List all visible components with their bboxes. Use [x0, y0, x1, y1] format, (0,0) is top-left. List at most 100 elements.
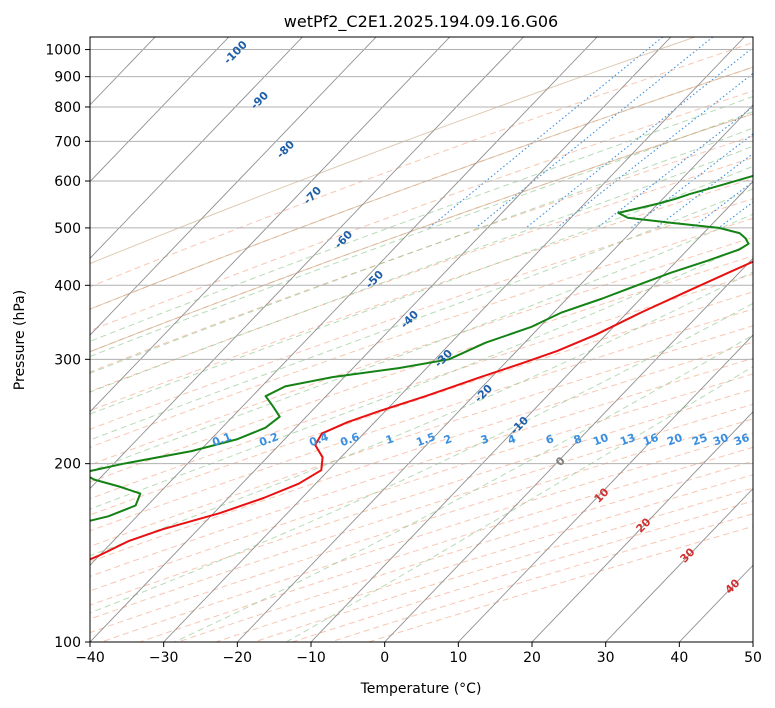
dry-adiabat — [90, 325, 753, 547]
mixing-ratio-label: 0.2 — [257, 430, 280, 449]
x-tick-label: −30 — [149, 650, 179, 666]
x-tick-label: 30 — [597, 650, 615, 666]
reference-curve — [90, 66, 753, 310]
dry-adiabat-label: -30 — [432, 347, 455, 370]
x-tick-label: −10 — [296, 650, 326, 666]
y-tick-label: 900 — [54, 70, 81, 86]
dry-adiabat-label: -40 — [398, 308, 421, 331]
mixing-ratio-label: 10 — [591, 431, 610, 449]
mixing-ratio-label: 4 — [506, 432, 518, 447]
mixing-ratio-label: 20 — [665, 431, 684, 449]
dry-adiabat — [90, 403, 753, 620]
dry-adiabat-label: -50 — [363, 268, 386, 291]
moist-adiabat — [90, 111, 753, 358]
profiles — [90, 174, 753, 561]
isotherm — [90, 37, 230, 183]
isotherm — [90, 37, 672, 642]
moist-adiabat — [90, 95, 753, 342]
dry-adiabat — [90, 198, 753, 430]
mixing-ratio-label: 3 — [479, 432, 491, 447]
mixing-ratio-label: 0.6 — [338, 430, 361, 449]
reference-curve — [90, 113, 753, 353]
mixing-ratio-label: 16 — [641, 431, 660, 449]
isotherm — [752, 641, 753, 642]
mixing-ratio-label: 36 — [732, 431, 751, 449]
x-tick-label: 40 — [670, 650, 688, 666]
moist-adiabat — [286, 366, 753, 642]
isotherm — [605, 487, 753, 642]
isotherm — [310, 180, 753, 642]
mixing-ratio-label: 1.5 — [414, 430, 437, 449]
y-tick-label: 100 — [54, 635, 81, 651]
y-tick-label: 1000 — [45, 43, 81, 59]
dry-adiabat — [139, 446, 753, 642]
moist-adiabat — [90, 213, 753, 472]
x-tick-label: −40 — [75, 650, 105, 666]
isotherm — [0, 37, 8, 642]
x-axis: −40 −30 −20 −10 0 10 20 30 40 50 — [75, 642, 762, 666]
mixing-ratio-line — [428, 37, 663, 229]
dry-adiabat — [90, 90, 753, 332]
mixing-ratio-line — [655, 152, 753, 229]
x-tick-label: −20 — [223, 650, 253, 666]
background-lines — [90, 37, 775, 642]
isotherm — [458, 334, 753, 642]
dry-adiabat — [90, 157, 753, 393]
mixing-ratio-line — [718, 201, 753, 229]
y-tick-label: 700 — [54, 134, 81, 150]
dry-adiabat — [90, 42, 753, 288]
moist-adiabat — [90, 127, 753, 374]
mixing-ratio-line — [758, 37, 775, 228]
isotherm — [163, 37, 745, 642]
x-tick-label: 50 — [744, 650, 762, 666]
mixing-ratio-label: 6 — [544, 432, 556, 447]
dry-adiabat — [90, 135, 753, 373]
moist-adiabat — [174, 334, 753, 642]
y-axis-label: Pressure (hPa) — [12, 290, 28, 390]
isotherm — [90, 37, 451, 413]
plot-frame — [89, 36, 754, 643]
grid — [0, 37, 753, 642]
isotherm — [90, 37, 598, 566]
dry-adiabat — [254, 487, 753, 642]
mixing-ratio-label: 13 — [618, 431, 637, 448]
isotherm — [90, 37, 303, 259]
moist-adiabat-label: 10 — [592, 485, 612, 505]
moist-adiabat — [90, 165, 753, 415]
mixing-ratio-label: 30 — [711, 431, 730, 449]
dry-adiabat — [368, 525, 753, 642]
x-tick-label: 0 — [380, 650, 389, 666]
y-tick-label: 600 — [54, 174, 81, 190]
dry-adiabat — [90, 177, 753, 412]
dry-adiabat — [101, 432, 753, 642]
temperature-line — [90, 260, 753, 561]
mixing-ratio-line — [596, 106, 753, 229]
mixing-ratio-label: 0.1 — [210, 430, 233, 449]
mixing-ratio-line — [475, 37, 714, 229]
y-tick-label: 400 — [54, 278, 81, 294]
mixing-ratio-label: 1 — [384, 432, 396, 447]
dewpoint-line — [90, 174, 753, 522]
moist-adiabat-label: 30 — [678, 545, 698, 565]
dry-adiabat — [330, 513, 753, 642]
x-tick-label: 20 — [523, 650, 541, 666]
chart-title: wetPf2_C2E1.2025.194.09.16.G06 — [284, 12, 558, 32]
dry-adiabat — [90, 341, 753, 563]
y-axis: 100 200 300 400 500 600 700 800 900 1000 — [45, 43, 90, 651]
mixing-ratio-line — [556, 72, 753, 229]
mixing-ratio-label: 0.4 — [307, 430, 330, 449]
x-axis-label: Temperature (°C) — [360, 681, 482, 697]
mixing-ratio-label: 2 — [442, 432, 454, 447]
isotherm — [237, 104, 753, 642]
x-tick-label: 10 — [449, 650, 467, 666]
reference-curve — [90, 37, 696, 265]
dry-adiabat — [215, 474, 753, 642]
y-tick-label: 200 — [54, 457, 81, 473]
dry-adiabat-label: -90 — [248, 89, 271, 112]
moist-adiabat-label: 0 — [553, 454, 568, 469]
dry-adiabat-label: -70 — [301, 184, 324, 207]
dry-adiabat — [292, 500, 753, 642]
dry-adiabat — [177, 460, 753, 642]
mixing-ratio-line — [691, 181, 753, 229]
